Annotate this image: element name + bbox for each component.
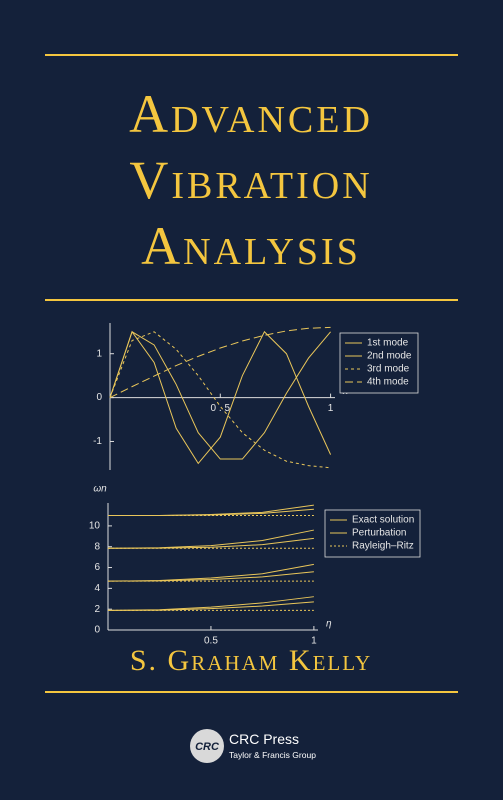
y-axis-label: ωn: [93, 484, 107, 495]
legend-label: Rayleigh–Ritz: [352, 541, 414, 552]
x-tick-label: 0.5: [204, 636, 218, 647]
series-line: [107, 537, 314, 549]
legend: Exact solution Perturbation Rayleigh–Ritz: [324, 509, 421, 558]
title-line: Analysis: [141, 216, 361, 276]
frequency-chart: 0 2 4 6 8 10 0.5 1η ωn Exact solution Perturbation…: [89, 484, 421, 647]
y-tick-label: -1: [93, 436, 102, 447]
series-line: [109, 326, 331, 399]
x-tick-label: 1: [311, 636, 317, 647]
y-tick-label: 8: [94, 541, 100, 552]
y-tick-label: 6: [94, 562, 100, 573]
legend-label: Exact solution: [352, 515, 414, 526]
legend-label: 4th mode: [367, 377, 409, 388]
x-tick-label: 0 . 5: [211, 403, 231, 414]
logo-text: CRC: [195, 741, 220, 753]
legend-label: 2nd mode: [367, 351, 412, 362]
author: S. Graham Kelly: [130, 644, 372, 677]
series-line: [109, 330, 332, 465]
x-axis-label: η: [326, 619, 332, 630]
y-tick-label: 2: [94, 604, 100, 615]
y-tick-label: 0: [96, 392, 102, 403]
legend-label: Perturbation: [352, 528, 406, 539]
publisher-logo: CRC CRC Press Taylor & Francis Group: [190, 729, 316, 763]
series-line: [107, 571, 314, 582]
x-tick-label: 1: [328, 403, 334, 414]
title-line: Vibration: [129, 150, 372, 210]
y-tick-label: 1: [96, 348, 102, 359]
y-tick-label: 0: [94, 625, 100, 636]
publisher-group: Taylor & Francis Group: [229, 750, 316, 760]
legend-label: 1st mode: [367, 338, 409, 349]
y-tick-label: 4: [94, 583, 100, 594]
y-tick-label: 10: [89, 521, 101, 532]
publisher: CRC Press: [229, 731, 299, 747]
legend: 1st mode 2nd mode 3rd mode 4th mode: [339, 332, 419, 394]
logo-circle: [190, 729, 224, 763]
title-line: Advanced: [129, 84, 373, 144]
series-line: [108, 508, 314, 516]
legend-label: 3rd mode: [367, 364, 410, 375]
series-line: [107, 601, 314, 611]
series-line: [109, 331, 331, 460]
